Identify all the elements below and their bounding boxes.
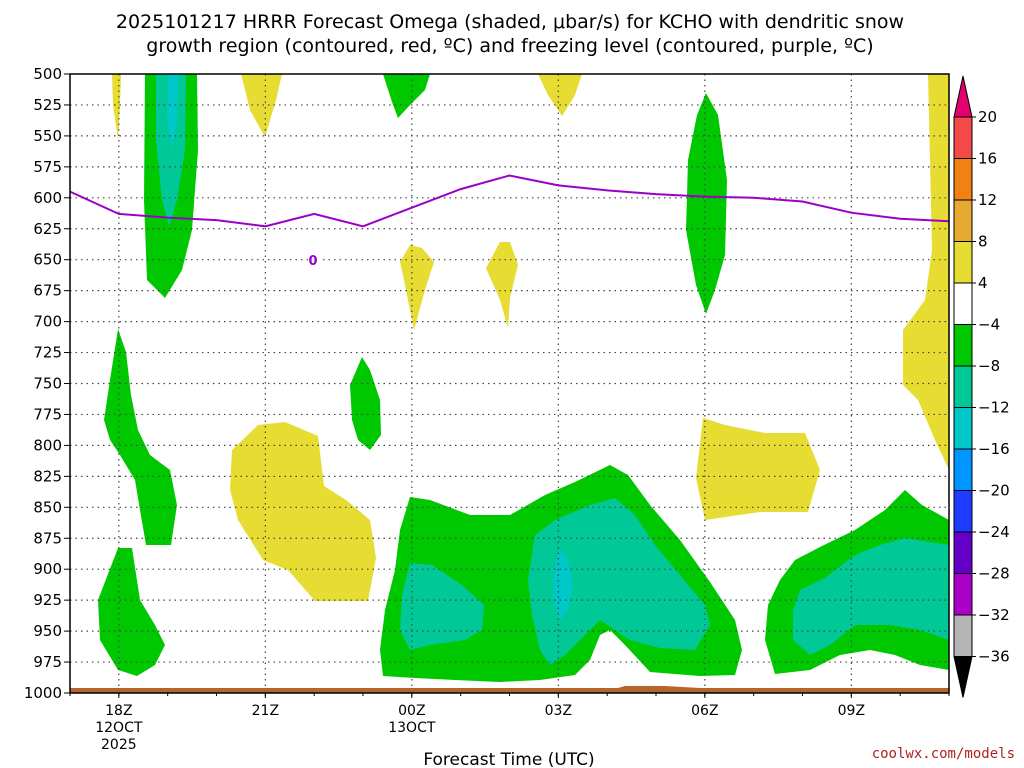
colorbar-label: 12	[978, 191, 997, 209]
omega-time-height-chart: 2025101217 HRRR Forecast Omega (shaded, …	[0, 0, 1024, 768]
freezing-level-label: 0	[308, 254, 317, 269]
colorbar-label: −12	[978, 399, 1010, 417]
y-tick-label: 500	[33, 65, 62, 83]
y-tick-label: 525	[33, 96, 62, 114]
x-tick-label: 21Z	[252, 703, 279, 719]
colorbar-label: −20	[978, 482, 1010, 500]
y-tick-label: 600	[33, 189, 62, 207]
colorbar-segment	[954, 532, 972, 574]
colorbar-segment	[954, 242, 972, 284]
colorbar-label: −8	[978, 357, 1000, 375]
colorbar-segment	[954, 200, 972, 242]
x-tick-date-label: 12OCT	[95, 720, 143, 736]
chart-title-line1: 2025101217 HRRR Forecast Omega (shaded, …	[116, 11, 904, 33]
colorbar-label: 16	[978, 150, 997, 168]
y-tick-label: 1000	[24, 684, 62, 702]
colorbar-segment	[954, 325, 972, 367]
y-tick-label: 725	[33, 344, 62, 362]
y-axis: 500 525 550 575 600 625 650 675 700 725 750 775 800 8…	[24, 65, 70, 702]
x-tick-label: 00Z	[398, 703, 425, 719]
plot-area: 0	[70, 74, 949, 693]
colorbar-label: −16	[978, 440, 1010, 458]
x-tick-date-label: 13OCT	[388, 720, 436, 736]
y-tick-label: 800	[33, 436, 62, 454]
chart-title-line2: growth region (contoured, red, ºC) and f…	[146, 35, 873, 57]
credit-label: coolwx.com/models	[872, 746, 1015, 762]
x-tick-label: 09Z	[838, 703, 865, 719]
y-tick-label: 650	[33, 251, 62, 269]
colorbar-segment	[954, 491, 972, 533]
colorbar-label: 20	[978, 108, 997, 126]
x-tick-label: 06Z	[691, 703, 718, 719]
colorbar-label: 8	[978, 233, 988, 251]
colorbar-segment	[954, 408, 972, 450]
y-tick-label: 700	[33, 313, 62, 331]
colorbar-segment	[954, 574, 972, 616]
y-tick-label: 575	[33, 158, 62, 176]
colorbar-segment	[954, 159, 972, 201]
colorbar-segment	[954, 615, 972, 657]
colorbar-label: −28	[978, 565, 1010, 583]
colorbar-segment	[954, 366, 972, 408]
x-tick-label: 18Z	[105, 703, 132, 719]
colorbar-label: −4	[978, 316, 1000, 334]
colorbar-label: 4	[978, 274, 988, 292]
x-axis-title: Forecast Time (UTC)	[423, 750, 594, 768]
y-tick-label: 625	[33, 220, 62, 238]
colorbar-label: −32	[978, 606, 1010, 624]
y-tick-label: 825	[33, 467, 62, 485]
y-tick-label: 900	[33, 560, 62, 578]
x-tick-label: 03Z	[545, 703, 572, 719]
x-tick-date-label: 2025	[101, 737, 137, 753]
y-tick-label: 975	[33, 653, 62, 671]
colorbar-label: −24	[978, 523, 1010, 541]
colorbar-segment	[954, 283, 972, 325]
colorbar: 20 16 12 8 4 −4 −8 −12 −16 −20 −24 −28 −32 −36	[954, 76, 1010, 698]
omega-positive-region	[696, 418, 820, 520]
y-tick-label: 925	[33, 591, 62, 609]
colorbar-segment	[954, 449, 972, 491]
y-tick-label: 750	[33, 375, 62, 393]
y-tick-label: 950	[33, 622, 62, 640]
y-tick-label: 850	[33, 498, 62, 516]
colorbar-bottom-arrow	[954, 657, 972, 698]
colorbar-segment	[954, 117, 972, 159]
y-tick-label: 675	[33, 282, 62, 300]
y-tick-label: 875	[33, 529, 62, 547]
y-tick-label: 775	[33, 405, 62, 423]
y-tick-label: 550	[33, 127, 62, 145]
colorbar-top-arrow	[954, 76, 972, 117]
colorbar-label: −36	[978, 648, 1010, 666]
